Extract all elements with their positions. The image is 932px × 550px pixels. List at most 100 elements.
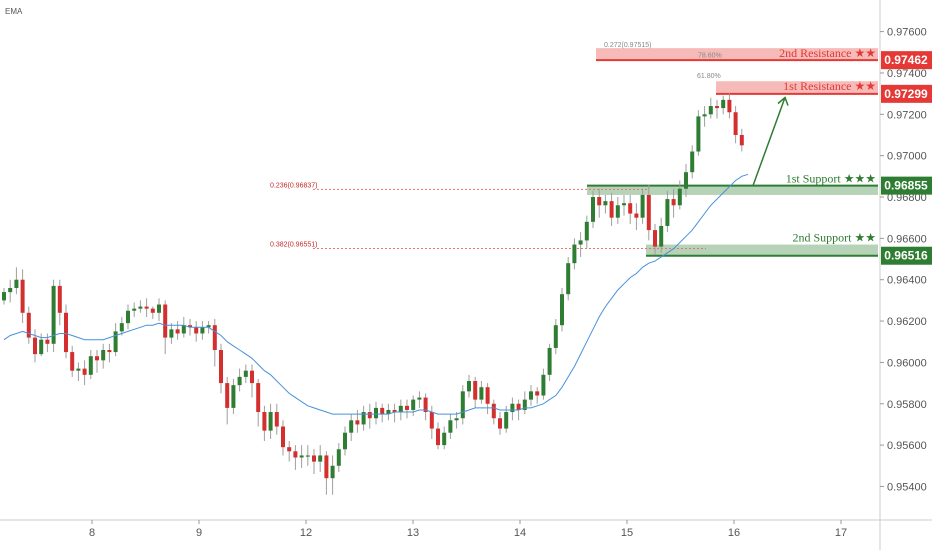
candle[interactable]: [324, 451, 329, 495]
candle[interactable]: [150, 306, 155, 319]
candle[interactable]: [671, 188, 676, 218]
time-axis[interactable]: 8 9 12 13 14 15 16 17: [89, 520, 847, 539]
candle[interactable]: [361, 405, 366, 431]
candle[interactable]: [45, 333, 50, 353]
candle[interactable]: [684, 163, 688, 198]
candle[interactable]: [522, 391, 527, 415]
candle[interactable]: [690, 145, 695, 179]
candle[interactable]: [553, 318, 558, 355]
candle[interactable]: [448, 414, 453, 439]
candle[interactable]: [739, 128, 744, 152]
candle[interactable]: [200, 321, 205, 340]
candle[interactable]: [175, 321, 180, 340]
candle[interactable]: [336, 443, 341, 472]
candle[interactable]: [727, 93, 732, 119]
candle[interactable]: [442, 426, 447, 450]
candle[interactable]: [535, 387, 540, 404]
candle[interactable]: [498, 412, 502, 435]
candle[interactable]: [274, 403, 279, 435]
candle[interactable]: [349, 414, 354, 441]
candle[interactable]: [386, 403, 391, 421]
candle[interactable]: [622, 194, 626, 216]
candle[interactable]: [473, 376, 478, 408]
candle[interactable]: [157, 298, 161, 322]
candle[interactable]: [411, 395, 416, 417]
candle[interactable]: [8, 279, 13, 303]
candle[interactable]: [367, 403, 372, 429]
candle[interactable]: [268, 403, 273, 439]
candle[interactable]: [2, 287, 6, 305]
candle[interactable]: [646, 184, 651, 241]
candle[interactable]: [398, 399, 403, 421]
candle[interactable]: [485, 383, 490, 415]
candle[interactable]: [144, 298, 149, 317]
candle[interactable]: [82, 360, 87, 386]
candle[interactable]: [262, 405, 267, 441]
candle[interactable]: [380, 403, 385, 423]
candle[interactable]: [454, 412, 459, 429]
candle[interactable]: [250, 364, 254, 398]
candle[interactable]: [51, 279, 56, 353]
candle[interactable]: [76, 362, 81, 382]
candle[interactable]: [436, 422, 440, 450]
candle[interactable]: [708, 97, 713, 119]
candle[interactable]: [566, 256, 571, 301]
candle[interactable]: [138, 300, 143, 313]
candle[interactable]: [126, 304, 130, 330]
candle[interactable]: [529, 385, 533, 406]
candle[interactable]: [597, 188, 602, 218]
candle[interactable]: [107, 343, 112, 363]
candle[interactable]: [318, 445, 323, 472]
candle[interactable]: [57, 279, 62, 326]
candle[interactable]: [628, 194, 633, 224]
candle[interactable]: [392, 403, 397, 423]
support-zone[interactable]: [646, 244, 878, 256]
candle[interactable]: [212, 318, 217, 367]
candle[interactable]: [243, 364, 248, 384]
price-axis[interactable]: 0.97600 0.97400 0.97200 0.97000 0.96800 0.966…: [880, 27, 927, 494]
candle[interactable]: [287, 440, 292, 462]
candle[interactable]: [578, 232, 583, 257]
candle[interactable]: [659, 217, 664, 253]
candle[interactable]: [677, 180, 682, 210]
candle[interactable]: [634, 203, 639, 231]
candle[interactable]: [460, 385, 465, 425]
candle[interactable]: [293, 445, 298, 470]
candle[interactable]: [231, 378, 236, 415]
candle[interactable]: [405, 399, 409, 419]
candle[interactable]: [467, 374, 471, 398]
projection-arrow[interactable]: [752, 97, 786, 186]
candle[interactable]: [591, 190, 595, 229]
candle[interactable]: [479, 381, 484, 404]
candle[interactable]: [603, 194, 608, 214]
candle[interactable]: [541, 368, 546, 400]
candle[interactable]: [423, 393, 428, 421]
candle[interactable]: [343, 426, 347, 456]
candle[interactable]: [615, 197, 620, 224]
candle[interactable]: [330, 455, 335, 495]
candle[interactable]: [101, 343, 106, 369]
candle[interactable]: [560, 287, 564, 332]
candle[interactable]: [653, 223, 657, 255]
candle[interactable]: [312, 449, 316, 475]
candle[interactable]: [584, 215, 589, 249]
candle[interactable]: [181, 316, 186, 338]
candle[interactable]: [95, 350, 99, 373]
candle[interactable]: [733, 106, 738, 144]
candle[interactable]: [572, 238, 577, 270]
candle[interactable]: [547, 343, 552, 382]
support-zone[interactable]: [587, 185, 878, 195]
candle[interactable]: [305, 445, 310, 466]
candle[interactable]: [256, 378, 261, 427]
candle[interactable]: [491, 399, 496, 425]
candle[interactable]: [20, 269, 25, 324]
resistance-zone[interactable]: [596, 48, 878, 61]
candle[interactable]: [64, 304, 68, 359]
candle[interactable]: [26, 306, 31, 344]
candle[interactable]: [194, 321, 199, 342]
candle[interactable]: [609, 192, 614, 226]
candle[interactable]: [721, 95, 726, 115]
candle[interactable]: [119, 316, 124, 336]
candle[interactable]: [225, 376, 230, 425]
